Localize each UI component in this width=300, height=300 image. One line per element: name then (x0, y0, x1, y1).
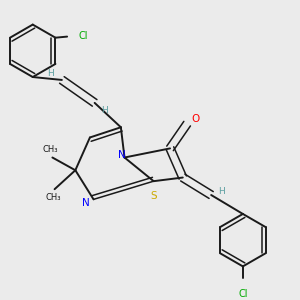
Text: H: H (48, 69, 54, 78)
Text: H: H (101, 106, 108, 115)
Text: O: O (191, 114, 199, 124)
Text: S: S (150, 191, 157, 201)
Text: CH₃: CH₃ (43, 145, 58, 154)
Text: Cl: Cl (79, 31, 88, 41)
Text: N: N (118, 150, 125, 160)
Text: N: N (82, 198, 89, 208)
Text: CH₃: CH₃ (45, 193, 61, 202)
Text: H: H (218, 187, 225, 196)
Text: Cl: Cl (238, 290, 248, 299)
